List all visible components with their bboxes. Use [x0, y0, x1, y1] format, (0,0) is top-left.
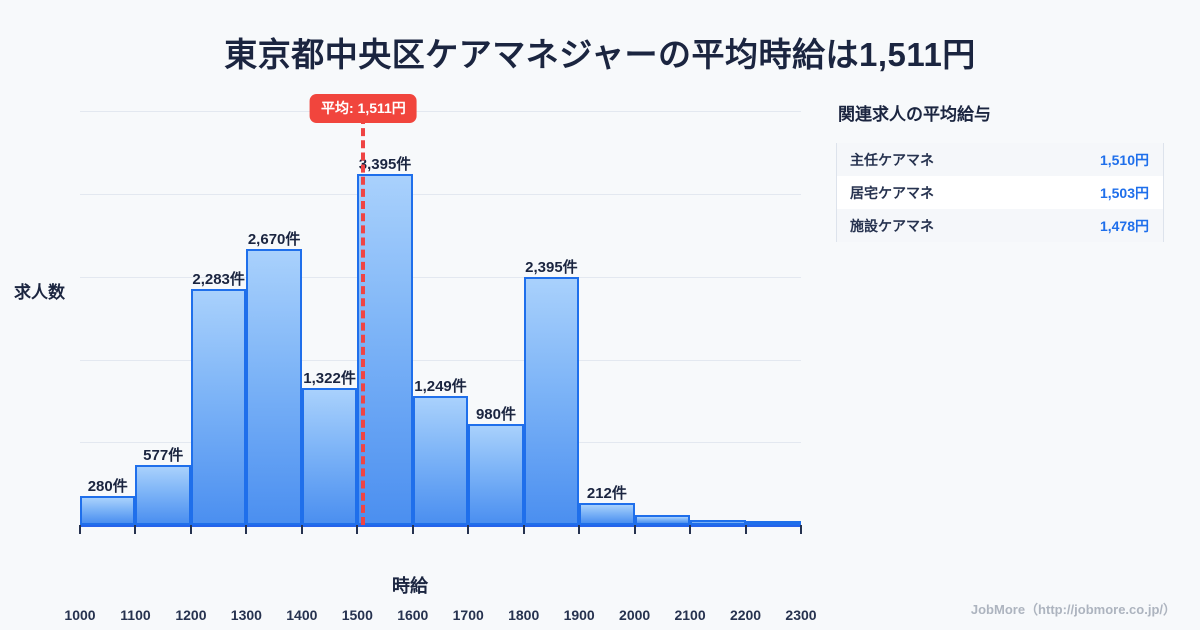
x-axis-tick-label: 1400 — [286, 607, 318, 623]
gridline — [80, 276, 801, 278]
average-marker-line — [361, 116, 366, 525]
x-axis-tick-label: 2100 — [674, 607, 706, 623]
table-row-label: 施設ケアマネ — [850, 217, 934, 234]
table-row-value: 1,510円 — [1099, 151, 1149, 168]
bar-value-label: 577件 — [143, 447, 184, 465]
bar-value-label: 280件 — [87, 478, 128, 496]
x-axis-tick — [800, 525, 802, 534]
gridline — [80, 359, 801, 361]
histogram-bar[interactable] — [468, 423, 524, 525]
table-row-value: 1,503円 — [1099, 184, 1149, 201]
histogram-bar[interactable] — [523, 277, 580, 525]
histogram-bar[interactable] — [135, 465, 191, 525]
histogram-bar[interactable] — [412, 395, 469, 525]
x-axis-tick-label: 1100 — [120, 607, 151, 623]
average-badge: 平均: 1,511円 — [309, 94, 417, 123]
related-salaries-title: 関連求人の平均給与 — [838, 105, 991, 124]
x-axis-tick — [689, 525, 692, 534]
histogram-chart: 280件 577件 2,283件 2,670件 1,322件 3,395件 1,249件 98… — [0, 86, 820, 623]
x-axis-tick-label: 2200 — [729, 607, 762, 623]
bar-value-label: 212件 — [586, 485, 627, 503]
x-axis-tick-label: 2000 — [619, 607, 651, 623]
x-axis-tick-label: 1900 — [563, 607, 595, 623]
table-row-label: 居宅ケアマネ — [850, 184, 934, 201]
y-axis-label: 求人数 — [14, 283, 65, 302]
related-salaries-table: 主任ケアマネ 1,510円居宅ケアマネ 1,503円施設ケアマネ 1,478円 — [836, 143, 1164, 242]
x-axis-tick — [411, 525, 414, 534]
bar-value-label: 1,322件 — [303, 370, 356, 388]
table-row[interactable]: 居宅ケアマネ 1,503円 — [837, 176, 1163, 209]
x-axis-tick — [134, 525, 137, 534]
x-axis-tick — [189, 525, 192, 534]
x-axis-tick — [245, 525, 248, 534]
table-row-label: 主任ケアマネ — [850, 151, 934, 168]
x-axis-tick — [522, 525, 525, 534]
related-salaries-panel: 関連求人の平均給与 主任ケアマネ 1,510円居宅ケアマネ 1,503円施設ケアマネ… — [836, 100, 1166, 242]
x-axis-tick-label: 2300 — [785, 607, 817, 623]
gridline — [80, 111, 801, 113]
table-row-value: 1,478円 — [1099, 217, 1149, 234]
x-axis-tick-label: 1700 — [452, 607, 484, 623]
x-axis-tick — [633, 525, 636, 534]
bar-value-label: 2,670件 — [247, 230, 301, 248]
table-row[interactable]: 主任ケアマネ 1,510円 — [837, 143, 1163, 176]
x-axis-tick — [300, 525, 303, 534]
histogram-bar[interactable] — [745, 521, 801, 525]
table-row[interactable]: 施設ケアマネ 1,478円 — [837, 209, 1163, 242]
histogram-bar[interactable] — [579, 503, 635, 525]
x-axis-tick — [467, 525, 470, 534]
x-axis-tick — [744, 525, 747, 534]
x-axis-tick-label: 1500 — [341, 607, 373, 623]
histogram-bar[interactable] — [301, 388, 358, 525]
x-axis-baseline — [80, 525, 801, 527]
x-axis-tick — [356, 525, 359, 534]
x-axis-label: 時給 — [392, 576, 428, 596]
x-axis-tick-label: 1200 — [175, 607, 207, 623]
bars-layer: 280件 577件 2,283件 2,670件 1,322件 3,395件 1,249件 98… — [80, 99, 801, 525]
histogram-bar[interactable] — [190, 288, 247, 525]
bar-value-label: 2,395件 — [525, 259, 578, 277]
x-axis-tick-label: 1800 — [508, 607, 540, 623]
x-axis-tick-label: 1300 — [230, 607, 262, 623]
gridline — [80, 194, 801, 196]
histogram-bar[interactable] — [357, 173, 413, 525]
x-axis-tick — [79, 525, 81, 534]
histogram-bar[interactable] — [246, 248, 302, 525]
footer-attribution: JobMore（http://jobmore.co.jp/） — [970, 602, 1176, 617]
histogram-bar[interactable] — [634, 514, 691, 525]
histogram-bar[interactable] — [690, 520, 746, 525]
x-axis-tick-label: 1000 — [64, 607, 96, 623]
bar-value-label: 980件 — [475, 405, 516, 423]
bar-value-label: 2,283件 — [192, 270, 245, 288]
bar-value-label: 1,249件 — [414, 377, 467, 395]
x-axis-tick — [578, 525, 581, 534]
bar-value-label: 3,395件 — [358, 155, 412, 173]
x-axis-tick-label: 1600 — [397, 607, 429, 623]
histogram-bar[interactable] — [80, 496, 136, 525]
page-title: 東京都中央区ケアマネジャーの平均時給は1,511円 — [224, 36, 976, 73]
